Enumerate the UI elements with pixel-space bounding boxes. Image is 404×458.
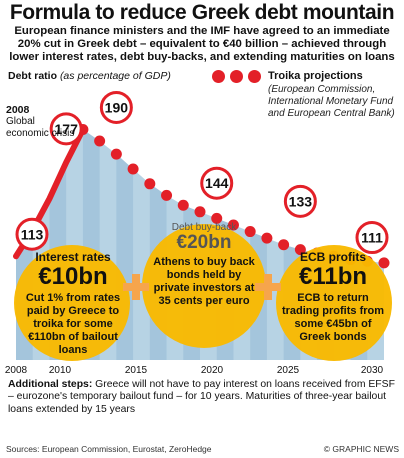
info-circle [14,245,130,361]
standfirst: European finance ministers and the IMF h… [9,25,395,63]
sources: Sources: European Commission, Eurostat, … [6,444,212,454]
plus-sign [123,283,149,291]
credit: © GRAPHIC NEWS [323,444,399,454]
projection-dot [144,178,156,190]
value-label: 133 [289,193,313,209]
value-label-ring [355,221,389,255]
interest-rates-box: Interest rates €10bn Cut 1% from rates p… [18,250,128,357]
box-value: €10bn [38,263,108,290]
x-tick: 2030 [360,365,384,376]
projection-dot [294,244,306,256]
box-text: ECB to return trading profits from some … [281,292,385,343]
box-head: ECB profits [300,250,366,264]
buyback-box: Athens to buy back bonds held by private… [152,256,256,308]
value-label-ring [283,184,317,218]
value-label: 190 [105,99,129,115]
projection-dot [161,189,173,201]
plus-sign [255,283,281,291]
value-labels: 113 177 190 144 133 111 [15,90,389,255]
projection-dot [278,239,290,251]
x-tick: 2025 [276,365,300,376]
box-value: €11bn [298,263,368,290]
value-label-ring [200,166,234,200]
projection-dot [194,206,206,218]
projection-dot [227,219,239,231]
legend-subtitle: (European Commission, International Mone… [268,84,395,119]
info-circles [14,224,392,361]
ecb-profits-box: ECB profits €11bn ECB to return trading … [278,250,388,344]
additional-steps: Additional steps: Greece will not have t… [8,379,395,415]
value-label: 111 [361,230,383,246]
value-label: 113 [21,226,44,242]
chart-label: Debt ratio (as percentage of GDP) [8,70,171,82]
value-label: 177 [55,121,79,137]
projection-dot [94,135,106,147]
value-label: 144 [205,175,229,191]
projection-dot [127,163,139,175]
crisis-annotation: 2008 Global economic crisis [6,104,75,139]
info-circle [142,224,266,348]
legend-title: Troika projections [268,70,363,82]
buyback-tag: Debt buy-back [171,222,237,233]
buyback-value: €20bn [176,232,232,253]
projection-dots [77,123,390,269]
page-title: Formula to reduce Greek debt mountain [9,1,395,24]
x-tick: 2008 [4,365,28,376]
projection-dot [378,257,390,269]
projection-dot [261,232,273,244]
info-circle [276,245,392,361]
value-label-ring [99,90,133,124]
box-text: Athens to buy back bonds held by private… [153,256,255,307]
x-tick: 2010 [48,365,72,376]
box-text: Cut 1% from rates paid by Greece to troi… [25,292,121,356]
value-label-ring [49,112,83,146]
x-tick: 2015 [124,365,148,376]
projection-dot [211,212,223,224]
projection-dot [244,226,256,238]
legend-dots [212,70,264,84]
x-tick: 2020 [200,365,224,376]
value-label-ring [15,217,49,251]
projection-dot [177,199,189,211]
projection-dot [110,148,122,160]
box-head: Interest rates [35,250,111,264]
